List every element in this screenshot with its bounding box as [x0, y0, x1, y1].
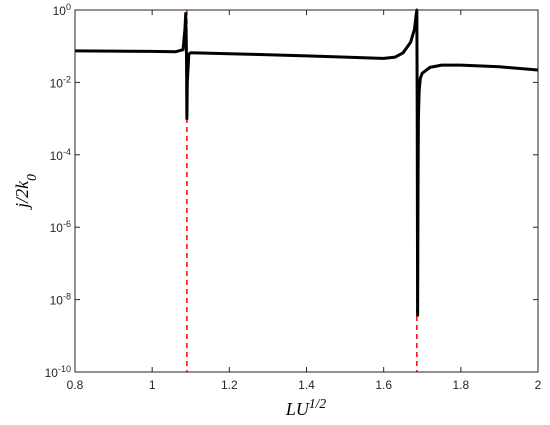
x-tick-label: 0.8: [67, 378, 84, 392]
x-tick-label: 2: [535, 378, 542, 392]
plot-area: [75, 10, 538, 372]
y-tick-label: 10-6: [50, 219, 71, 235]
x-tick-label: 1.6: [375, 378, 392, 392]
y-tick-label: 10-2: [50, 74, 71, 90]
x-axis-label: LU1/2: [285, 396, 327, 420]
plot-frame: [74, 9, 539, 373]
y-axis-label: j/2k0: [12, 174, 39, 210]
x-tick-label: 1.8: [452, 378, 469, 392]
line-series: [74, 8, 539, 317]
x-tick-label: 1.2: [221, 378, 238, 392]
y-tick-label: 10-10: [45, 364, 71, 380]
y-tick-label: 10-8: [50, 292, 71, 308]
y-tick-label: 100: [53, 2, 71, 18]
y-tick-label: 10-4: [50, 147, 71, 163]
x-tick-label: 1: [149, 378, 156, 392]
x-tick-label: 1.4: [298, 378, 315, 392]
